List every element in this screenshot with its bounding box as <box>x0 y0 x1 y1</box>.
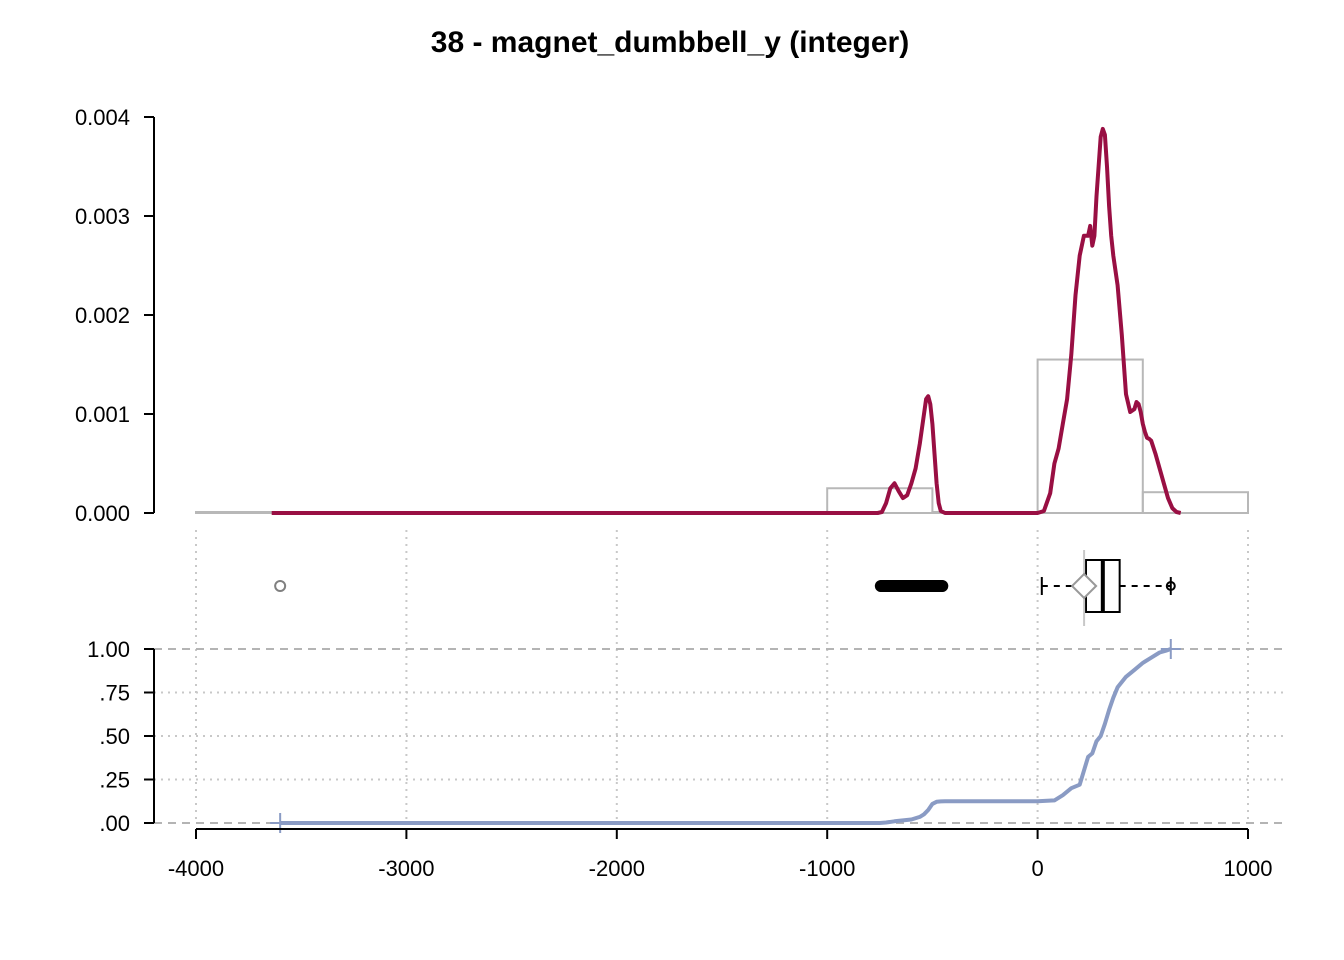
x-tick-label: 1000 <box>1224 856 1273 881</box>
chart-title: 38 - magnet_dumbbell_y (integer) <box>431 26 909 59</box>
x-tick-label: -1000 <box>799 856 855 881</box>
density-y-tick-label: 0.003 <box>75 204 130 229</box>
x-tick-label: 0 <box>1031 856 1043 881</box>
density-y-axis: 0.000 0.001 0.002 0.003 0.004 <box>75 105 155 526</box>
boxplot-mean-diamond <box>1070 572 1098 600</box>
histogram-bar <box>1141 491 1250 514</box>
boxplot-outlier-high <box>1165 581 1176 591</box>
density-curve-group <box>271 126 1182 515</box>
ecdf-group <box>270 639 1181 833</box>
boxplot-outlier <box>936 580 949 592</box>
ecdf-y-tick-label: .50 <box>99 724 130 749</box>
ecdf-curve <box>280 647 1172 825</box>
x-tick-label: -4000 <box>168 856 224 881</box>
ecdf-y-axis: 1.00 .75 .50 .25 .00 <box>87 637 155 836</box>
ecdf-y-tick-label: .75 <box>99 681 130 706</box>
ecdf-y-tick-label: 1.00 <box>87 637 130 662</box>
ecdf-y-tick-label: .25 <box>99 768 130 793</box>
density-y-tick-label: 0.002 <box>75 303 130 328</box>
density-curve <box>271 126 1182 515</box>
density-y-tick-label: 0.004 <box>75 105 130 130</box>
x-axis: -4000 -3000 -2000 -1000 0 1000 <box>168 828 1273 881</box>
boxplot-outlier-extreme <box>274 580 287 592</box>
histogram-bar <box>826 487 934 514</box>
density-y-tick-label: 0.001 <box>75 402 130 427</box>
ecdf-y-tick-label: .00 <box>99 811 130 836</box>
histogram-bar <box>1036 358 1144 514</box>
x-tick-label: -3000 <box>378 856 434 881</box>
histogram <box>195 358 1250 514</box>
x-tick-label: -2000 <box>589 856 645 881</box>
density-y-tick-label: 0.000 <box>75 501 130 526</box>
boxplot <box>274 550 1176 626</box>
